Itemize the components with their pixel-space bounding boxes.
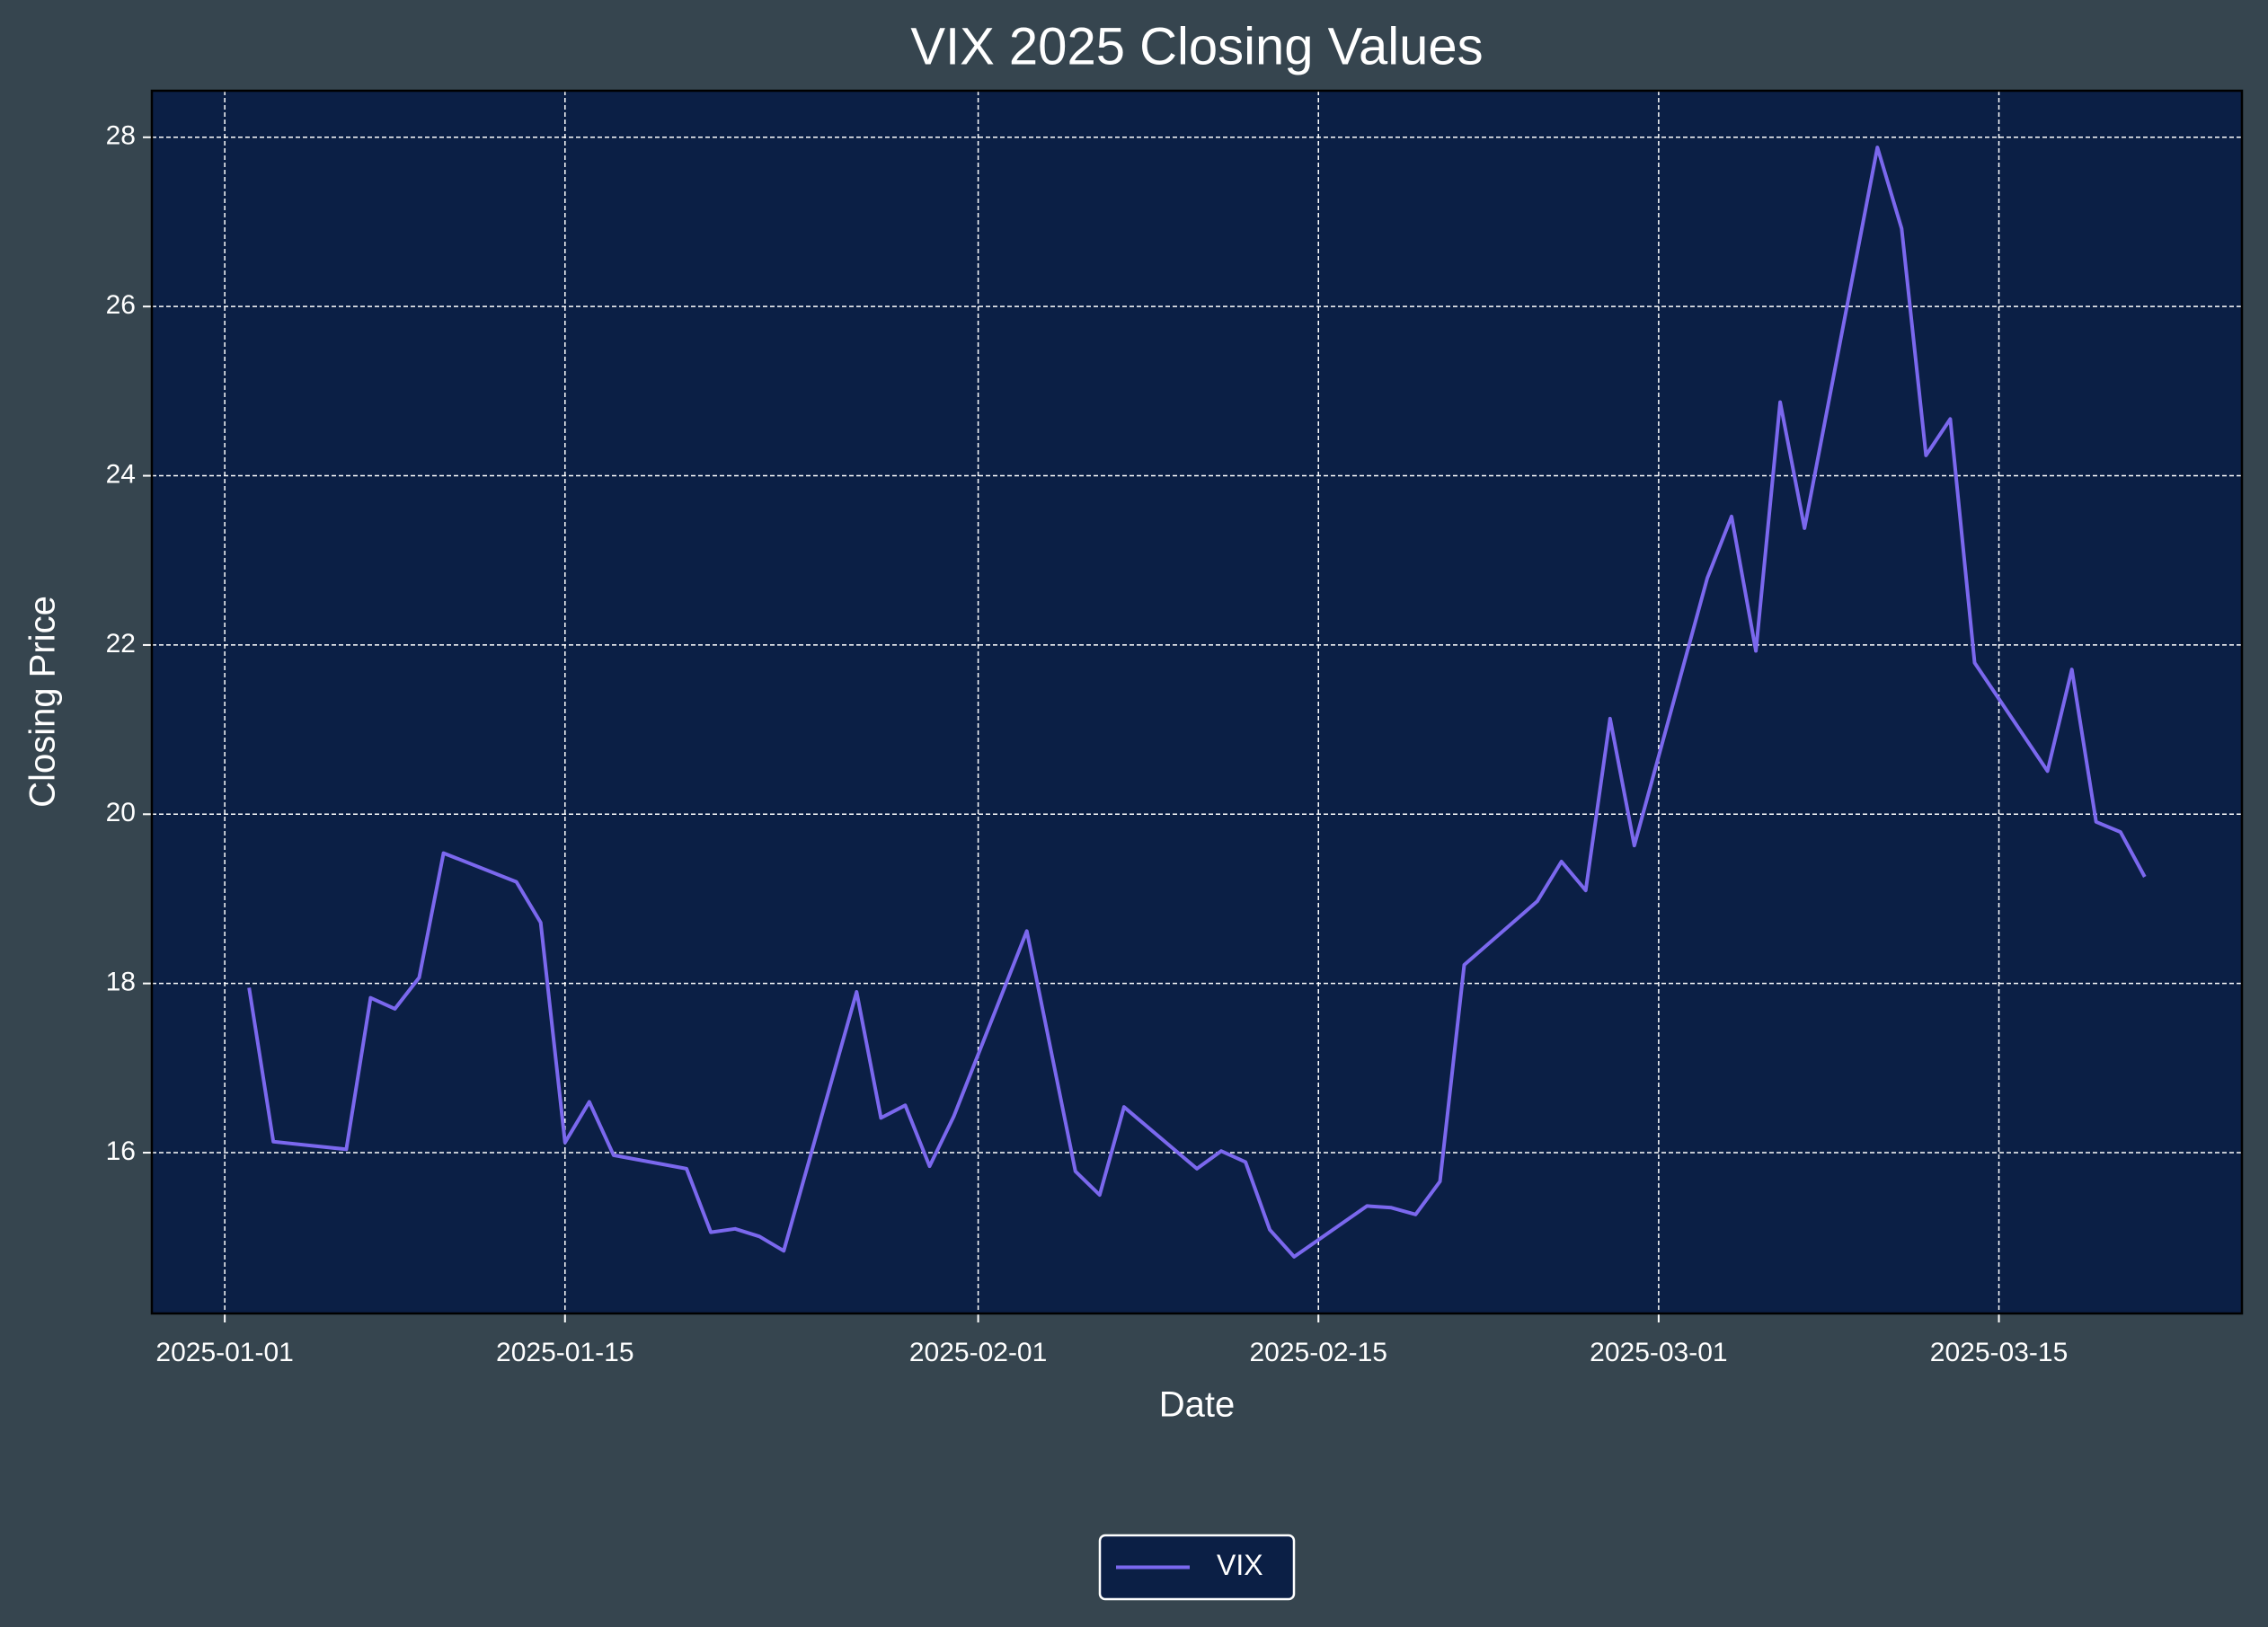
legend-box — [1098, 1534, 1296, 1601]
x-tick-label: 2025-03-01 — [1590, 1338, 1727, 1367]
plot-frame — [150, 89, 2244, 1315]
y-axis-label: Closing Price — [23, 596, 63, 808]
y-tick-label: 24 — [106, 459, 136, 489]
x-tick-label: 2025-02-01 — [909, 1338, 1047, 1367]
data-line — [247, 146, 2147, 1259]
legend-label: VIX — [1217, 1549, 1263, 1581]
x-tick-label: 2025-01-15 — [496, 1338, 633, 1367]
y-tick-label: 22 — [106, 629, 136, 659]
y-tick-label: 16 — [106, 1136, 136, 1166]
x-tick-label: 2025-02-15 — [1249, 1338, 1386, 1367]
y-tick-label: 28 — [106, 121, 136, 151]
x-axis-label: Date — [1159, 1385, 1236, 1425]
plot-area — [152, 91, 2242, 1313]
y-tick-label: 20 — [106, 798, 136, 827]
y-tick-label: 26 — [106, 290, 136, 320]
chart-title: VIX 2025 Closing Values — [910, 17, 1483, 75]
x-tick-label: 2025-03-15 — [1930, 1338, 2068, 1367]
x-tick-label: 2025-01-01 — [155, 1338, 293, 1367]
y-tick-label: 18 — [106, 968, 136, 997]
